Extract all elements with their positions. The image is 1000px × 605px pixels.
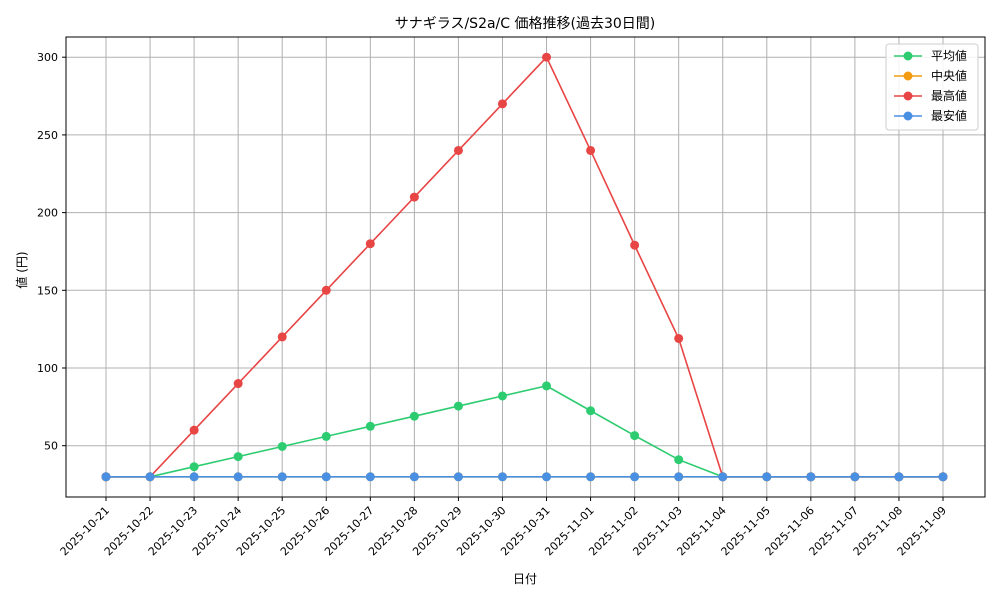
- data-point: [277, 472, 287, 482]
- legend-box: [885, 43, 979, 131]
- data-point: [233, 452, 243, 462]
- data-point: [674, 455, 684, 465]
- data-point: [806, 472, 816, 482]
- data-point: [938, 472, 948, 482]
- data-point: [101, 472, 111, 482]
- data-point: [674, 333, 684, 343]
- data-point: [189, 462, 199, 472]
- x-axis-title: 日付: [513, 572, 537, 586]
- data-point: [277, 441, 287, 451]
- y-tick-label: 50: [44, 440, 58, 453]
- data-point: [630, 431, 640, 441]
- data-point: [233, 379, 243, 389]
- chart-title: サナギラス/S2a/C 価格推移(過去30日間): [395, 16, 656, 32]
- data-point: [409, 192, 419, 202]
- y-tick-label: 150: [37, 284, 58, 297]
- legend-label: 最安値: [931, 108, 967, 123]
- data-point: [453, 401, 463, 411]
- data-point: [409, 472, 419, 482]
- y-tick-label: 200: [37, 207, 58, 220]
- data-point: [586, 406, 596, 416]
- plot-frame: [65, 36, 986, 498]
- data-point: [277, 332, 287, 342]
- data-point: [894, 472, 904, 482]
- data-point: [762, 472, 772, 482]
- legend-label: 中央値: [931, 68, 967, 83]
- data-point: [233, 472, 243, 482]
- data-point: [145, 472, 155, 482]
- y-tick-label: 300: [37, 51, 58, 64]
- data-point: [453, 145, 463, 155]
- data-point: [542, 52, 552, 62]
- data-point: [497, 472, 507, 482]
- legend-label: 最高値: [931, 88, 967, 103]
- legend-swatch-marker: [903, 71, 913, 81]
- y-tick-label: 100: [37, 362, 58, 375]
- data-point: [409, 411, 419, 421]
- legend-swatch-marker: [903, 91, 913, 101]
- data-point: [718, 472, 728, 482]
- data-point: [630, 240, 640, 250]
- data-point: [586, 145, 596, 155]
- data-point: [850, 472, 860, 482]
- data-point: [365, 472, 375, 482]
- series-layer: [101, 52, 948, 482]
- data-point: [586, 472, 596, 482]
- data-point: [321, 431, 331, 441]
- data-point: [453, 472, 463, 482]
- data-point: [189, 425, 199, 435]
- data-point: [542, 381, 552, 391]
- data-point: [542, 472, 552, 482]
- y-axis-title: 値 (円): [14, 251, 29, 288]
- data-point: [497, 391, 507, 401]
- data-point: [365, 239, 375, 249]
- data-point: [321, 285, 331, 295]
- legend-swatch-marker: [903, 111, 913, 121]
- legend-swatch-marker: [903, 51, 913, 61]
- data-point: [189, 472, 199, 482]
- y-tick-label: 250: [37, 129, 58, 142]
- data-point: [365, 421, 375, 431]
- series-4: [101, 472, 948, 482]
- data-point: [674, 472, 684, 482]
- grid: [66, 37, 985, 497]
- y-axis-ticks: 50 100 150 200 250 300: [37, 51, 66, 453]
- data-point: [497, 99, 507, 109]
- data-point: [321, 472, 331, 482]
- legend-label: 平均値: [931, 48, 967, 63]
- data-point: [630, 472, 640, 482]
